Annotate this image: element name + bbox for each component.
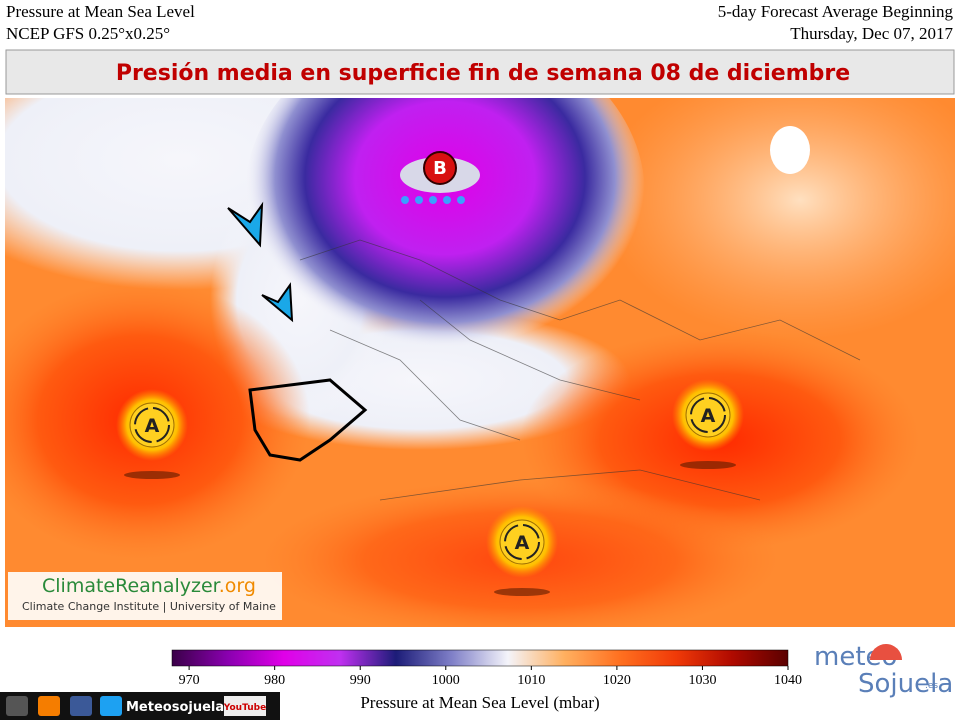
header-right-2: Thursday, Dec 07, 2017 [790, 24, 953, 43]
colorbar-tick-label: 990 [350, 673, 371, 688]
colorbar-tick-label: 980 [264, 673, 285, 688]
high-disc [129, 402, 175, 448]
high-shadow [124, 471, 180, 479]
colorbar-tick-label: 1000 [432, 673, 460, 688]
header-left-1: Pressure at Mean Sea Level [6, 2, 195, 21]
brand: meteo Sojuela .es [814, 642, 953, 699]
wind-arrow [261, 282, 294, 323]
colorbar-tick-label: 1010 [517, 673, 545, 688]
high-shadow [494, 588, 550, 596]
credit-site: ClimateReanalyzer.org [42, 575, 256, 597]
footer-youtube: YouTube [223, 703, 266, 713]
high-label: A [701, 405, 716, 427]
brand-sojuela: Sojuela [858, 669, 953, 699]
social-bar: Meteosojuela YouTube [0, 692, 280, 720]
low-label: B [433, 158, 447, 179]
low-symbol: B [400, 151, 480, 204]
banner-box [5, 49, 955, 95]
high-symbol: A [672, 379, 744, 469]
footer-name: Meteosojuela [126, 700, 224, 715]
header [0, 0, 960, 48]
high-disc [685, 392, 731, 438]
credit-site-name: ClimateReanalyzer [42, 575, 221, 597]
high-ring [504, 524, 540, 560]
high-ring [134, 407, 170, 443]
credit-subtitle: Climate Change Institute | University of… [22, 600, 276, 613]
high-symbol: A [486, 506, 558, 596]
header-left-2: NCEP GFS 0.25°x0.25° [6, 24, 170, 43]
high-label: A [145, 415, 160, 437]
colorbar-label: Pressure at Mean Sea Level (mbar) [360, 693, 599, 712]
credit-box [8, 572, 282, 620]
banner-title: Presión media en superficie fin de seman… [116, 61, 850, 86]
colorbar-tick-label: 1040 [774, 673, 802, 688]
high-ring [690, 397, 726, 433]
header-right-1: 5-day Forecast Average Beginning [718, 2, 954, 21]
high-label: A [515, 532, 530, 554]
colorbar [171, 649, 789, 667]
credit-site-tld: .org [219, 575, 256, 597]
colorbar-tick-label: 1020 [603, 673, 631, 688]
colorbar-tick-label: 970 [179, 673, 200, 688]
colorbar-tick-label: 1030 [688, 673, 716, 688]
map [5, 98, 955, 627]
high-symbol: A [116, 389, 188, 479]
brand-tld: .es [925, 681, 938, 691]
high-disc [499, 519, 545, 565]
high-shadow [680, 461, 736, 469]
wind-arrow [227, 201, 264, 248]
